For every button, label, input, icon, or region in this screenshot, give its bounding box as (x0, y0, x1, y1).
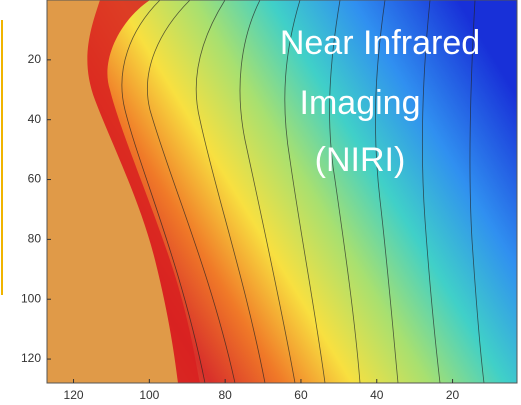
y-tick-label: 80 (28, 232, 42, 246)
chart: Near Infrared Imaging (NIRI) 20 40 60 80 100… (0, 0, 521, 405)
x-tick-label: 20 (446, 388, 460, 402)
overlay-line-1: Near Infrared (280, 24, 480, 62)
contour-field: Near Infrared Imaging (NIRI) (47, 0, 517, 383)
y-tick-label: 40 (28, 112, 42, 126)
overlay-line-3: (NIRI) (315, 141, 406, 179)
y-tick-label: 120 (21, 351, 41, 365)
x-tick-label: 60 (294, 388, 308, 402)
y-tick-label: 20 (28, 52, 42, 66)
overlay-line-2: Imaging (300, 84, 421, 122)
x-tick-label: 100 (139, 388, 159, 402)
y-tick-label: 100 (21, 291, 41, 305)
x-tick-label: 120 (64, 388, 84, 402)
y-tick-label: 60 (28, 172, 42, 186)
x-tick-label: 40 (370, 388, 384, 402)
x-tick-label: 80 (218, 388, 232, 402)
